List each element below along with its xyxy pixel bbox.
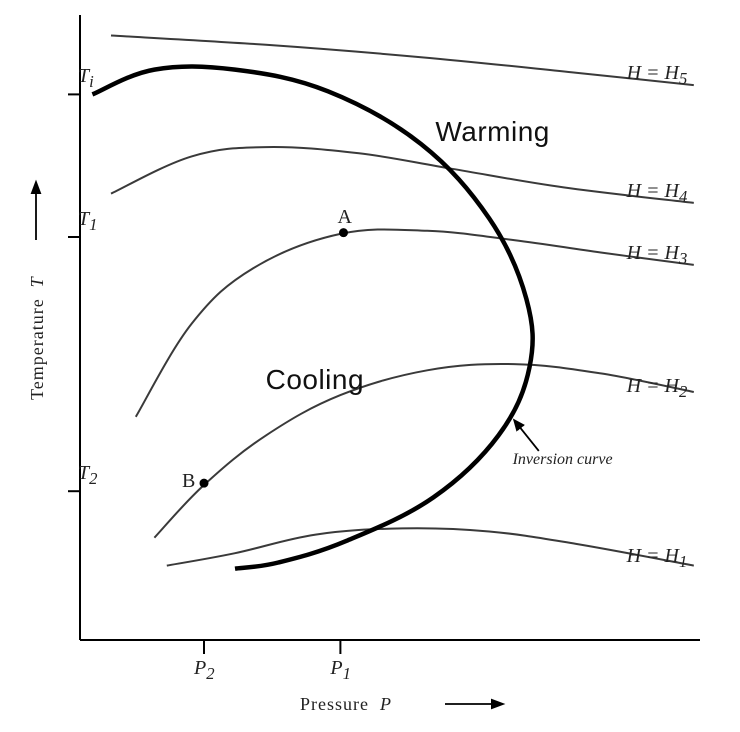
y-axis-label: Temperature T	[28, 276, 46, 400]
isenthalp-label-H4: H = H4	[627, 181, 688, 206]
y-tick-label-Ti: Ti	[78, 66, 94, 91]
y-tick-label-T1: T1	[78, 209, 97, 234]
x-tick-label-P2: P2	[194, 658, 215, 683]
point-B	[200, 479, 209, 488]
warming-label: Warming	[435, 118, 549, 146]
y-tick-label-T2: T2	[78, 463, 97, 488]
point-A	[339, 228, 348, 237]
diagram-container: P2 P1 Ti T1 T2 H = H5 H = H4 H = H3 H = H2 H = H1…	[0, 0, 740, 732]
isenthalp-label-H2: H = H2	[627, 376, 688, 401]
x-axis-label: Pressure P	[300, 695, 392, 713]
point-label-A: A	[338, 207, 352, 227]
inversion-curve-label: Inversion curve	[513, 452, 613, 468]
isenthalp-label-H1: H = H1	[627, 546, 688, 571]
point-label-B: B	[182, 471, 195, 491]
isenthalp-label-H3: H = H3	[627, 243, 688, 268]
plot-svg	[0, 0, 740, 732]
isenthalp-H5	[111, 36, 694, 86]
x-tick-label-P1: P1	[330, 658, 351, 683]
isenthalp-H3	[136, 229, 694, 416]
isenthalp-H2	[154, 364, 693, 538]
isenthalp-H1	[167, 528, 694, 565]
cooling-label: Cooling	[266, 366, 364, 394]
isenthalp-H4	[111, 147, 694, 203]
inversion-arrow	[514, 420, 539, 451]
isenthalp-label-H5: H = H5	[627, 63, 688, 88]
